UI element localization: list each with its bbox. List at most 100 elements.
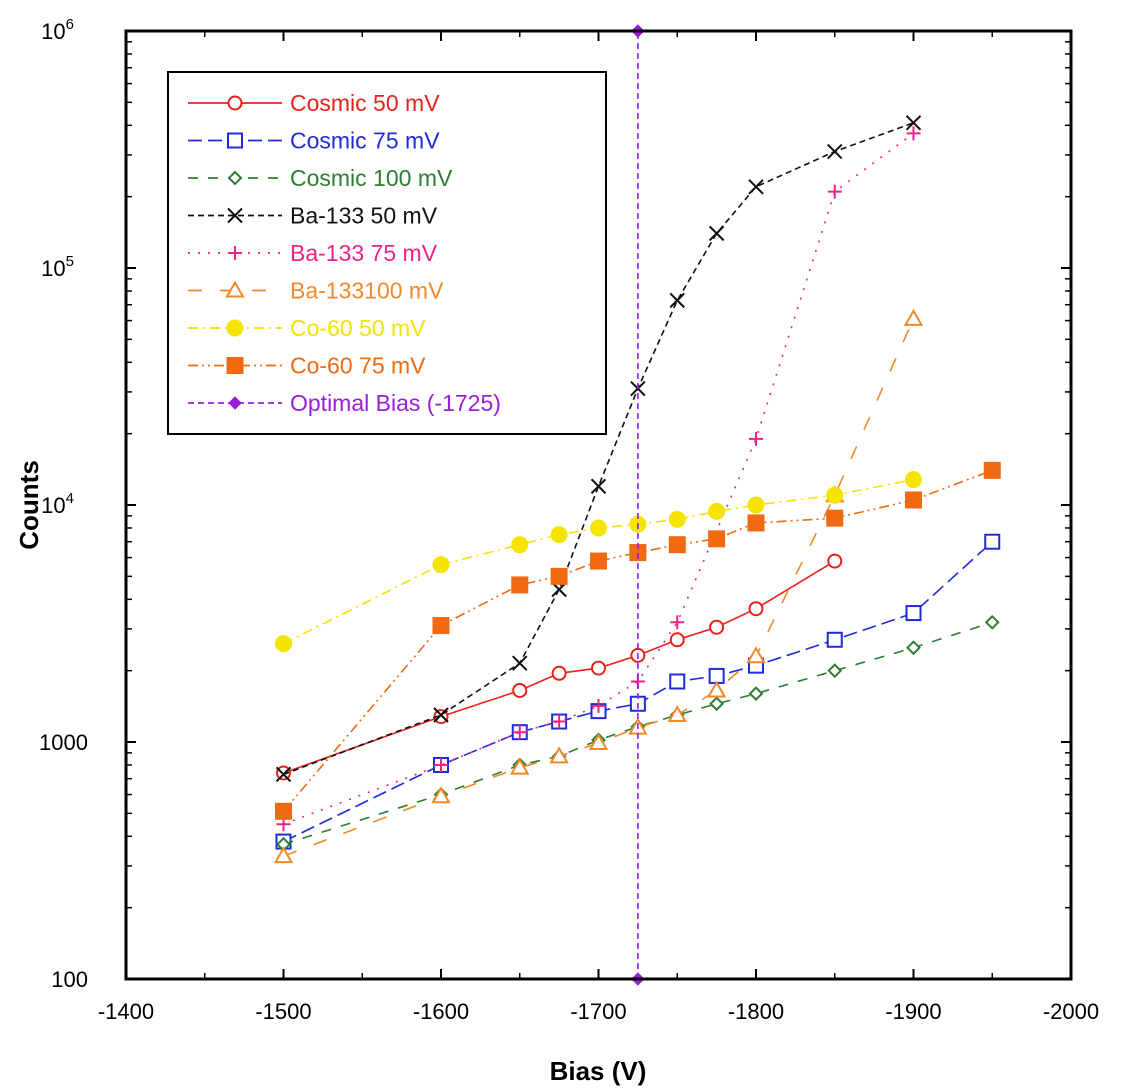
data-point-ba-133-50-mv	[275, 766, 292, 783]
data-point-ba-133-75-mv	[749, 431, 763, 446]
data-point-ba-133-75-mv	[434, 757, 448, 772]
data-point-ba-133-50-mv	[433, 707, 449, 723]
data-point-cosmic-50-mv	[591, 660, 606, 676]
legend-entry-ba-133-50-mv: Ba-133 50 mV	[188, 203, 438, 229]
legend-marker	[226, 319, 244, 337]
data-point-ba-133100-mv	[706, 680, 727, 698]
data-point-ba-133-75-mv	[552, 714, 567, 729]
y-tick-exponent: 5	[66, 253, 74, 270]
legend-marker	[228, 246, 242, 260]
legend-label: Optimal Bias (-1725)	[290, 390, 501, 416]
x-tick-label: -2000	[1043, 999, 1099, 1024]
x-tick-label: -1700	[570, 999, 626, 1024]
data-point-ba-133-50-mv	[708, 225, 725, 242]
data-point-cosmic-100-mv	[748, 686, 764, 702]
y-tick-label: 106	[41, 16, 74, 44]
series-ba-133-75-mv	[276, 126, 921, 832]
data-point-co-60-50-mv	[550, 526, 568, 544]
data-point-co-60-75-mv	[747, 514, 765, 532]
data-point-cosmic-75-mv	[826, 631, 843, 648]
x-tick-label: -1900	[885, 999, 941, 1024]
legend-marker	[225, 280, 245, 298]
data-point-co-60-50-mv	[747, 496, 765, 514]
y-tick-exponent: 6	[66, 16, 74, 33]
legend-label: Cosmic 50 mV	[290, 90, 440, 116]
data-point-co-60-50-mv	[905, 471, 922, 489]
y-tick-label: 1000	[39, 730, 88, 755]
legend: Cosmic 50 mV Cosmic 75 mV Cosmic 100 mV Ba-…	[167, 71, 607, 435]
legend-label: Ba-133 50 mV	[290, 203, 438, 229]
data-point-cosmic-100-mv	[709, 696, 725, 712]
data-point-ba-133-75-mv	[827, 184, 842, 199]
data-point-co-60-75-mv	[511, 576, 529, 594]
legend-label: Cosmic 100 mV	[290, 165, 453, 191]
data-point-cosmic-100-mv	[984, 614, 1000, 630]
data-point-co-60-75-mv	[983, 461, 1001, 479]
data-point-co-60-50-mv	[590, 519, 607, 537]
legend-marker	[227, 95, 243, 111]
data-point-ba-133-75-mv	[512, 725, 527, 740]
x-tick-label: -1600	[413, 999, 469, 1024]
series-co-60-75-mv	[275, 461, 1001, 820]
legend-marker	[227, 132, 243, 149]
legend-label: Co-60 75 mV	[290, 353, 426, 379]
data-point-co-60-75-mv	[432, 617, 450, 635]
legend-label: Ba-133100 mV	[290, 278, 444, 304]
series-optimal-bias-1725	[631, 24, 645, 986]
data-point-cosmic-75-mv	[669, 673, 686, 690]
data-point-co-60-50-mv	[668, 510, 686, 528]
legend-entry-optimal-bias-1725: Optimal Bias (-1725)	[188, 390, 501, 416]
data-point-ba-133-50-mv	[512, 655, 528, 671]
legend-marker	[226, 357, 244, 374]
data-point-ba-133-75-mv	[906, 126, 921, 141]
x-tick-label: -1500	[255, 999, 311, 1024]
data-point-co-60-50-mv	[708, 502, 726, 520]
x-axis-title: Bias (V)	[550, 1056, 647, 1086]
legend-entry-cosmic-50-mv: Cosmic 50 mV	[188, 90, 440, 116]
data-point-cosmic-75-mv	[984, 533, 1001, 550]
y-tick-exponent: 4	[66, 490, 74, 507]
data-point-co-60-75-mv	[550, 567, 568, 585]
series-line-ba-133100-mv	[283, 318, 915, 857]
y-axis-title: Counts	[14, 460, 44, 550]
x-tick-label: -1400	[98, 999, 154, 1024]
data-point-co-60-50-mv	[826, 486, 844, 504]
data-point-co-60-50-mv	[275, 635, 292, 653]
data-point-cosmic-50-mv	[669, 632, 685, 648]
data-point-cosmic-50-mv	[512, 682, 528, 698]
series-line-ba-133-75-mv	[283, 132, 914, 825]
data-point-ba-133-75-mv	[670, 615, 685, 630]
data-point-cosmic-50-mv	[748, 601, 764, 617]
data-point-cosmic-75-mv	[905, 605, 922, 622]
legend-label: Co-60 50 mV	[290, 315, 426, 341]
series-line-co-60-75-mv	[282, 469, 993, 812]
data-point-co-60-75-mv	[275, 802, 292, 820]
data-point-ba-133-50-mv	[827, 143, 843, 160]
data-point-ba-133100-mv	[431, 786, 451, 804]
legend-label: Ba-133 75 mV	[290, 240, 438, 266]
legend-label: Cosmic 75 mV	[290, 128, 440, 154]
legend-entry-ba-133100-mv: Ba-133100 mV	[188, 278, 444, 304]
x-tick-label: -1800	[728, 999, 784, 1024]
data-point-co-60-75-mv	[905, 491, 922, 509]
data-point-ba-133100-mv	[746, 646, 766, 664]
data-point-ba-133100-mv	[549, 746, 569, 764]
data-point-co-60-75-mv	[668, 536, 686, 554]
y-tick-label: 104	[41, 490, 74, 518]
legend-marker	[227, 207, 243, 224]
series-line-cosmic-50-mv	[283, 560, 836, 774]
y-tick-label: 105	[41, 253, 74, 281]
series-layer	[273, 24, 1001, 986]
data-point-ba-133-50-mv	[669, 292, 685, 309]
data-point-ba-133-50-mv	[905, 115, 922, 131]
y-tick-label: 100	[51, 967, 88, 992]
legend-marker	[227, 170, 243, 186]
legend-entry-cosmic-100-mv: Cosmic 100 mV	[188, 165, 453, 191]
series-line-cosmic-75-mv	[283, 541, 993, 843]
legend-entry-co-60-75-mv: Co-60 75 mV	[188, 353, 426, 379]
series-cosmic-50-mv	[276, 553, 843, 781]
data-point-cosmic-100-mv	[827, 663, 843, 679]
data-point-ba-133-50-mv	[748, 179, 764, 195]
legend-marker	[228, 396, 242, 410]
data-point-ba-133100-mv	[667, 704, 687, 722]
